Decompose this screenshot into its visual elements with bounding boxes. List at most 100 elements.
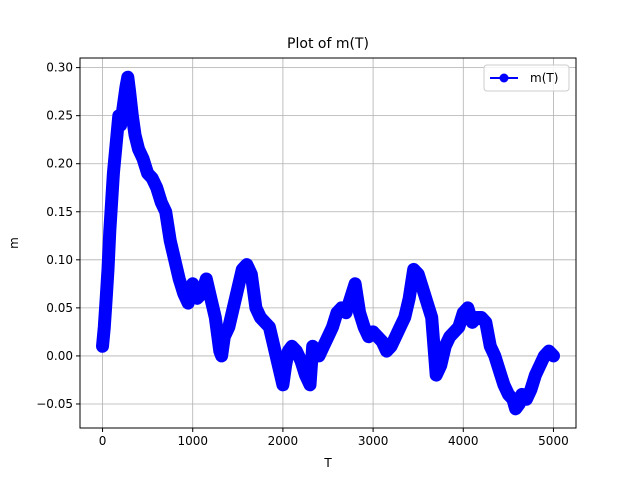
data-point <box>440 341 451 352</box>
data-point <box>246 269 257 280</box>
x-tick-label: 4000 <box>448 434 479 448</box>
data-point <box>462 302 473 313</box>
data-point <box>156 197 167 208</box>
data-point <box>354 307 365 318</box>
data-point <box>223 322 234 333</box>
grid <box>80 58 576 428</box>
data-point <box>174 274 185 284</box>
data-point <box>130 129 140 140</box>
x-axis-label: T <box>323 456 332 470</box>
y-tick-label: 0.20 <box>46 157 73 171</box>
data-point <box>323 331 333 342</box>
y-tick-label: 0.10 <box>46 253 73 267</box>
data-point <box>404 293 415 304</box>
data-point <box>485 341 496 352</box>
data-point <box>219 331 230 342</box>
legend-marker-swatch <box>499 73 509 83</box>
x-tick-label: 0 <box>99 434 107 448</box>
data-point <box>530 370 541 381</box>
data-point <box>160 206 171 217</box>
data-point <box>480 317 491 328</box>
data-point <box>350 278 361 289</box>
data-point <box>210 312 221 323</box>
data-point <box>422 298 433 309</box>
data-point <box>264 322 275 333</box>
data-point <box>399 312 410 323</box>
data-point <box>108 168 119 179</box>
x-tick-label: 2000 <box>268 434 299 448</box>
data-point <box>295 355 306 366</box>
data-point <box>280 360 291 371</box>
y-tick-label: 0.15 <box>46 205 73 219</box>
data-point <box>115 120 126 131</box>
data-point <box>514 399 525 409</box>
data-point <box>97 341 108 352</box>
data-point <box>291 346 302 357</box>
data-point <box>386 341 397 352</box>
data-point <box>113 110 124 121</box>
data-point <box>345 293 356 304</box>
data-point <box>435 360 446 371</box>
data-point <box>250 302 261 313</box>
data-point <box>122 72 133 83</box>
data-point <box>183 298 194 309</box>
data-point <box>138 153 149 164</box>
data-point <box>453 322 464 333</box>
x-tick-label: 5000 <box>538 434 569 448</box>
data-point <box>111 139 122 150</box>
data-point <box>300 370 311 381</box>
legend: m(T) <box>483 64 570 92</box>
series-layer <box>96 70 560 416</box>
y-tick-label: 0.30 <box>46 61 73 75</box>
data-point <box>133 144 144 155</box>
x-tick-label: 3000 <box>358 434 389 448</box>
data-point <box>196 288 207 299</box>
data-point <box>268 341 279 352</box>
y-tick-label: 0.00 <box>46 349 73 363</box>
plot-frame <box>79 57 577 429</box>
data-point <box>147 173 158 184</box>
data-point <box>104 226 115 236</box>
data-point <box>106 197 117 208</box>
data-point <box>377 336 388 347</box>
data-point <box>118 101 129 112</box>
data-point <box>201 274 212 284</box>
data-point <box>165 235 176 246</box>
data-point <box>417 283 428 294</box>
legend-label: m(T) <box>530 71 558 85</box>
data-point <box>395 322 406 333</box>
y-tick-label: −0.05 <box>36 397 73 411</box>
data-point <box>127 110 138 121</box>
data-point <box>498 379 509 390</box>
data-point <box>205 293 216 304</box>
data-point <box>103 264 113 275</box>
y-tick-label: 0.25 <box>46 109 73 123</box>
data-point <box>228 302 239 313</box>
x-tick-label: 1000 <box>177 434 208 448</box>
y-tick-label: 0.05 <box>46 301 73 315</box>
data-point <box>413 269 424 280</box>
data-point <box>216 350 227 361</box>
data-point <box>548 350 559 361</box>
data-point <box>305 379 315 390</box>
data-point <box>178 288 189 299</box>
data-point <box>151 182 162 193</box>
legend-box <box>483 64 570 92</box>
chart-title: Plot of m(T) <box>287 36 369 52</box>
data-point <box>525 384 536 395</box>
data-point <box>534 360 545 371</box>
data-point <box>318 341 329 352</box>
data-point <box>521 394 532 405</box>
data-point <box>314 350 324 361</box>
y-axis-label: m <box>7 237 21 249</box>
data-point <box>431 370 442 381</box>
data-point <box>327 322 338 333</box>
x-axis: 0 1000 2000 3000 4000 5000 <box>99 428 569 448</box>
data-point <box>241 259 252 270</box>
data-point <box>124 86 135 97</box>
data-point <box>341 307 351 318</box>
data-point <box>277 379 288 390</box>
data-point <box>489 350 500 361</box>
